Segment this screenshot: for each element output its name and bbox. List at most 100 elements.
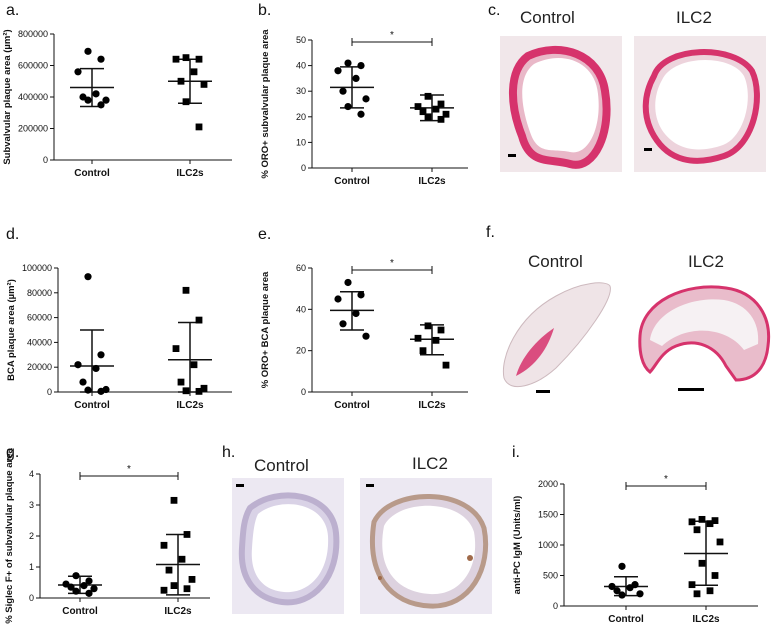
data-point-ilc2s [182,98,190,106]
y-tick-label: 1500 [538,510,558,520]
y-tick-label: 1000 [538,540,558,550]
data-point-control [352,309,360,318]
data-point-control [636,590,644,598]
y-tick-label: 3 [29,500,34,510]
data-point-control [84,96,92,104]
data-point-control [85,589,93,597]
image-label-control-c-top: Control [520,8,575,27]
y-tick-label: 40000 [27,337,52,347]
y-tick-label: 60 [296,263,306,273]
significance-star: * [127,464,131,475]
data-point-ilc2s [693,526,701,534]
data-point-control [97,101,105,109]
data-point-ilc2s [437,115,445,123]
data-point-ilc2s [706,520,714,528]
y-axis-label: BCA plaque area (µm²) [6,279,17,381]
data-point-control [618,591,626,599]
y-tick-label: 30 [296,86,306,96]
data-point-ilc2s [195,316,203,324]
y-axis-label: % ORO+ subvalvular plaque area [260,29,271,179]
data-point-ilc2s [177,378,185,386]
y-axis-label: % ORO+ BCA plaque area [260,271,271,388]
data-point-ilc2s [693,590,701,598]
data-point-control [92,90,100,98]
data-point-control [344,102,352,111]
data-point-ilc2s [183,585,191,593]
data-point-ilc2s [182,54,190,62]
data-point-ilc2s [419,108,427,116]
data-point-control [80,582,88,590]
data-point-ilc2s [688,518,696,526]
y-tick-label: 20 [296,346,306,356]
y-tick-label: 4 [29,469,34,479]
data-point-control [339,87,347,95]
data-point-ilc2s [165,566,173,574]
data-point-ilc2s [195,55,203,63]
image-label-control-h: Control [254,456,309,475]
data-point-control [339,320,347,328]
x-category-label: ILC2s [418,176,446,187]
chart-g-siglecf: 0 1 2 3 4 % Siglec F+ of subvalvular plaque a… [4,448,210,624]
data-point-ilc2s [170,582,178,589]
bca-section-ilc2-icon [638,285,771,391]
data-point-ilc2s [414,103,422,110]
data-point-control [608,582,616,591]
data-point-control [90,585,98,593]
x-category-label: ILC2s [692,614,720,625]
x-category-label: Control [608,614,644,625]
panel-letter-c: c. [488,2,501,19]
panel-letter-b: b. [258,2,272,19]
data-point-control [85,577,93,585]
data-point-ilc2s [706,587,714,595]
y-tick-label: 0 [301,163,306,173]
data-point-control [97,387,105,395]
data-point-ilc2s [419,347,427,355]
data-point-ilc2s [688,581,696,589]
data-point-control [344,59,352,67]
x-category-label: Control [74,400,110,411]
vessel-ororo-control-image: Control [500,36,622,172]
data-point-ilc2s [190,68,198,76]
data-point-control [97,351,105,359]
data-point-ilc2s [190,361,198,369]
data-point-ilc2s [414,334,422,342]
y-tick-label: 0 [301,387,306,397]
y-tick-label: 1 [29,562,34,572]
data-point-ilc2s [698,515,706,523]
x-category-label: ILC2s [176,168,204,179]
y-tick-label: 40 [296,304,306,314]
data-point-ilc2s [200,384,208,392]
data-point-ilc2s [178,555,186,563]
siglecf-stain-control-image [232,478,344,614]
panel-letter-e: e. [258,226,272,243]
panel-letter-a: a. [6,2,20,19]
data-point-control [626,584,634,592]
y-tick-label: 600000 [18,61,48,71]
x-category-label: Control [74,168,110,179]
y-tick-label: 10 [296,137,306,147]
data-point-ilc2s [432,105,440,113]
data-point-ilc2s [716,538,724,546]
panel-letter-h: h. [222,444,236,461]
data-point-ilc2s [442,110,450,118]
data-point-ilc2s [177,77,185,85]
data-point-control [344,278,352,287]
vessel-ororo-ilc2-image [634,36,766,172]
data-point-ilc2s [172,345,180,352]
data-point-ilc2s [424,92,432,100]
image-label-ilc2-c-top: ILC2 [676,8,712,27]
x-category-label: ILC2s [176,400,204,411]
x-category-label: Control [334,176,370,187]
x-category-label: ILC2s [164,606,192,617]
data-point-control [84,386,92,394]
y-tick-label: 20000 [27,362,52,372]
data-point-control [357,291,365,299]
data-point-control [72,587,80,595]
y-tick-label: 400000 [18,92,48,102]
chart-b-oro-subvalvular: 0 10 20 30 40 50 % ORO+ subvalvular plaque are… [260,29,468,187]
x-category-label: Control [334,400,370,411]
chart-a-subvalvular-plaque-area: 0 200000 400000 600000 800000 Subvalvular pla… [2,29,232,179]
y-axis-label: Subvalvular plaque area (µm²) [2,29,13,164]
data-point-control [74,68,82,76]
y-tick-label: 80000 [27,288,52,298]
